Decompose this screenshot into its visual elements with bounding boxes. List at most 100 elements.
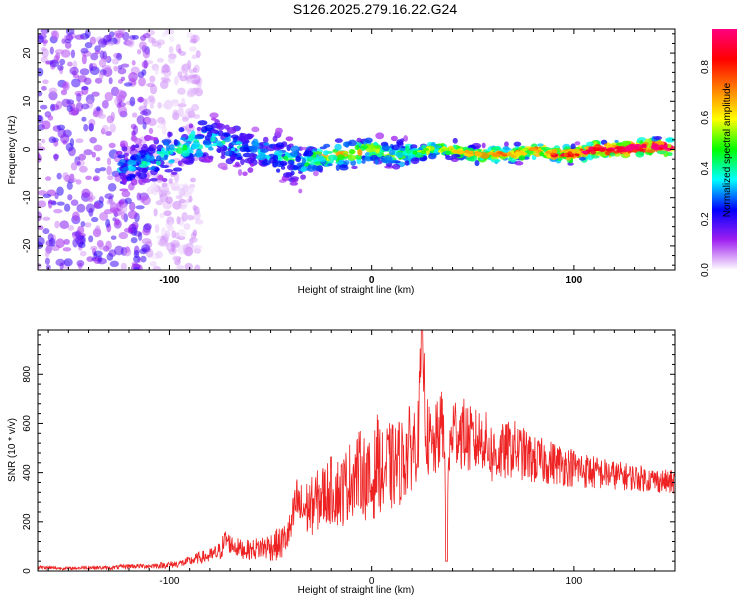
heatmap-cell (97, 257, 107, 265)
heatmap-cell (78, 241, 86, 249)
heatmap-cell (545, 150, 551, 154)
heatmap-cell (312, 164, 318, 170)
heatmap-cell (137, 48, 142, 55)
heatmap-cell (275, 127, 283, 135)
heatmap-cell (38, 200, 47, 208)
heatmap-cell (188, 68, 195, 74)
heatmap-cell (143, 222, 152, 230)
heatmap-cell (117, 161, 124, 167)
heatmap-cell (481, 142, 486, 149)
heatmap-cell (212, 142, 218, 147)
heatmap-cell (188, 123, 194, 129)
heatmap-cell (188, 237, 194, 245)
heatmap-cell (55, 238, 65, 249)
heatmap-cell (138, 163, 149, 168)
y-tick-label: 0 (22, 568, 33, 574)
heatmap-cell (506, 151, 512, 157)
heatmap-cell (375, 148, 380, 154)
heatmap-cell (190, 88, 200, 95)
heatmap-cell (192, 204, 198, 212)
heatmap-cell (237, 169, 243, 176)
heatmap-cell (149, 137, 158, 141)
heatmap-cell (653, 135, 663, 140)
heatmap-cell (118, 231, 129, 240)
heatmap-cell (291, 178, 299, 183)
heatmap-cell (38, 115, 44, 124)
heatmap-cell (614, 146, 623, 150)
heatmap-cell (75, 138, 84, 144)
heatmap-cell (563, 146, 571, 150)
heatmap-cell (42, 193, 52, 199)
heatmap-cell (210, 136, 216, 143)
heatmap-cell (242, 171, 248, 177)
heatmap-y-axis-label: Frequency (Hz) (7, 116, 18, 185)
heatmap-cell (124, 197, 132, 205)
heatmap-cell (84, 222, 92, 228)
heatmap-cell (177, 87, 186, 95)
heatmap-cell (347, 154, 352, 158)
heatmap-cell (155, 155, 162, 162)
heatmap-cell (146, 147, 156, 155)
heatmap-cell (197, 120, 208, 126)
heatmap-cell (128, 72, 138, 82)
heatmap-cell (56, 201, 65, 206)
heatmap-cell (156, 124, 166, 129)
heatmap-cell (665, 137, 675, 143)
heatmap-cell (373, 145, 381, 149)
snr-panel: -100 0 100 0 200 400 600 800 Height of straight… (7, 329, 676, 596)
heatmap-cell (90, 52, 99, 61)
heatmap-cell (163, 141, 170, 146)
heatmap-cell (172, 200, 182, 210)
heatmap-cell (259, 145, 268, 150)
y-tick-label: 20 (22, 47, 33, 59)
heatmap-cell (68, 109, 79, 116)
heatmap-cell (296, 162, 305, 167)
heatmap-cells (38, 29, 675, 270)
heatmap-cell (591, 155, 600, 159)
heatmap-cell (218, 142, 224, 147)
heatmap-cell (62, 247, 72, 252)
heatmap-cell (343, 160, 350, 166)
heatmap-cell (182, 185, 190, 193)
heatmap-cell (41, 120, 51, 130)
heatmap-cell (131, 60, 136, 66)
heatmap-cell (230, 134, 239, 139)
heatmap-cell (109, 123, 117, 133)
heatmap-cell (567, 162, 574, 166)
heatmap-cell (149, 103, 155, 109)
heatmap-cell (289, 181, 299, 186)
heatmap-cell (120, 204, 128, 214)
heatmap-cell (129, 201, 136, 212)
heatmap-cell (303, 150, 314, 157)
heatmap-cell (175, 195, 183, 200)
heatmap-cell (528, 147, 538, 151)
heatmap-cell (117, 67, 127, 75)
heatmap-cell (300, 166, 307, 173)
heatmap-cell (172, 255, 180, 262)
heatmap-cell (60, 89, 68, 96)
heatmap-cell (195, 150, 204, 158)
heatmap-cell (163, 154, 169, 159)
heatmap-cell (287, 163, 296, 171)
heatmap-cell (235, 141, 243, 145)
heatmap-cell (354, 144, 360, 150)
heatmap-cell (38, 211, 43, 222)
heatmap-cell (106, 165, 112, 176)
heatmap-cell (221, 149, 226, 157)
heatmap-cell (184, 246, 194, 257)
heatmap-cell (72, 211, 80, 221)
heatmap-cell (177, 48, 182, 54)
heatmap-cell (160, 164, 170, 169)
heatmap-cell (142, 143, 148, 149)
heatmap-cell (164, 230, 171, 239)
y-tick-label: 200 (22, 513, 33, 530)
heatmap-cell (109, 202, 118, 212)
heatmap-cell (168, 46, 174, 54)
heatmap-cell (155, 200, 164, 206)
heatmap-cell (195, 219, 204, 225)
heatmap-cell (282, 156, 289, 160)
heatmap-cell (89, 36, 97, 45)
heatmap-cell (168, 56, 176, 64)
heatmap-cell (136, 192, 142, 201)
heatmap-cell (127, 210, 138, 220)
